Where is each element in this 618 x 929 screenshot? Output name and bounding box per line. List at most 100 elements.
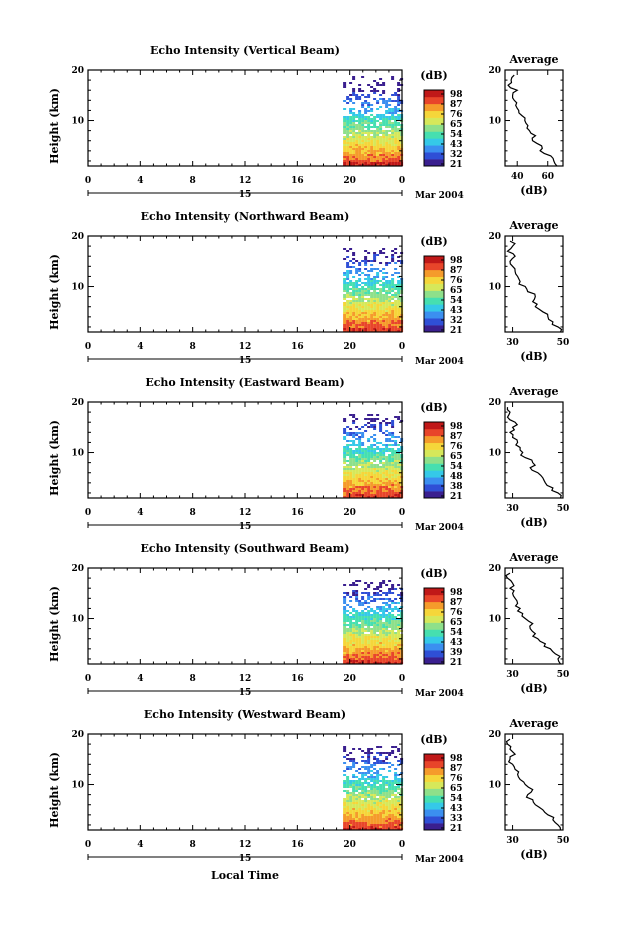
heatmap-cell <box>358 470 362 472</box>
heatmap-cell <box>382 130 386 132</box>
heatmap-cell <box>364 602 368 604</box>
heatmap-cell <box>397 276 401 278</box>
heatmap-cell <box>382 660 386 662</box>
heatmap-cell <box>397 138 401 140</box>
heatmap-cell <box>367 414 371 416</box>
heatmap-cell <box>364 804 368 806</box>
heatmap-cell <box>349 600 353 602</box>
heatmap-cell <box>364 430 368 432</box>
heatmap-cell <box>361 150 365 152</box>
heatmap-cell <box>358 448 362 450</box>
heatmap-cell <box>388 328 392 330</box>
heatmap-cell <box>382 638 386 640</box>
heatmap-cell <box>391 466 395 468</box>
heatmap-cell <box>397 118 401 120</box>
heatmap-cell <box>379 428 383 430</box>
heatmap-cell <box>352 158 356 160</box>
heatmap-cell <box>382 788 386 790</box>
heatmap-cell <box>391 330 395 332</box>
heatmap-cell <box>394 478 398 480</box>
heatmap-cell <box>370 610 374 612</box>
heatmap-cell <box>370 152 374 154</box>
heatmap-cell <box>379 768 383 770</box>
heatmap-cell <box>388 636 392 638</box>
heatmap-cell <box>346 148 350 150</box>
heatmap-cell <box>367 654 371 656</box>
colorbar-tick-label: 43 <box>450 804 463 814</box>
colorbar-swatch <box>424 774 444 782</box>
heatmap-cell <box>367 162 371 164</box>
heatmap-cell <box>346 290 350 292</box>
heatmap-cell <box>349 428 353 430</box>
x-tick-label: 4 <box>137 508 143 518</box>
heatmap-cell <box>349 622 353 624</box>
heatmap-cell <box>376 156 380 158</box>
date-label: Mar 2004 <box>415 357 464 367</box>
heatmap-cell <box>364 312 368 314</box>
heatmap-cell <box>373 126 377 128</box>
heatmap-cell <box>388 450 392 452</box>
heatmap-cell <box>394 320 398 322</box>
heatmap-cell <box>367 646 371 648</box>
heatmap-cell <box>364 142 368 144</box>
heatmap-cell <box>379 658 383 660</box>
heatmap-cell <box>367 298 371 300</box>
heatmap-cell <box>361 296 365 298</box>
heatmap-cell <box>379 140 383 142</box>
day-label: 15 <box>239 522 252 532</box>
heatmap-cell <box>349 414 353 416</box>
heatmap-cell <box>379 606 383 608</box>
heatmap-cell <box>397 256 401 258</box>
heatmap-cell <box>349 624 353 626</box>
heatmap-cell <box>349 260 353 262</box>
heatmap-cell <box>394 470 398 472</box>
heatmap-cell <box>370 132 374 134</box>
heatmap-cell <box>397 300 401 302</box>
heatmap-cell <box>349 822 353 824</box>
heatmap-cell <box>385 422 389 424</box>
heatmap-cell <box>352 130 356 132</box>
heatmap-cell <box>385 646 389 648</box>
heatmap-cell <box>358 302 362 304</box>
heatmap-cell <box>352 314 356 316</box>
heatmap-cell <box>388 152 392 154</box>
heatmap-cell <box>379 644 383 646</box>
heatmap-cell <box>358 288 362 290</box>
heatmap-cell <box>391 592 395 594</box>
heatmap-cell <box>367 748 371 750</box>
heatmap-cell <box>346 270 350 272</box>
heatmap-cell <box>358 118 362 120</box>
heatmap-cell <box>367 626 371 628</box>
heatmap-cell <box>361 456 365 458</box>
heatmap-cell <box>388 824 392 826</box>
heatmap-cell <box>352 320 356 322</box>
average-frame <box>504 401 564 499</box>
heatmap-cell <box>349 784 353 786</box>
heatmap-cell <box>376 592 380 594</box>
heatmap-cell <box>373 450 377 452</box>
heatmap-cell <box>391 278 395 280</box>
heatmap-cell <box>391 424 395 426</box>
heatmap-cell <box>346 808 350 810</box>
heatmap-cell <box>379 160 383 162</box>
heatmap-cell <box>394 782 398 784</box>
heatmap-cell <box>382 622 386 624</box>
heatmap-cell <box>394 780 398 782</box>
heatmap-cell <box>352 162 356 164</box>
colorbar-swatch <box>424 304 444 312</box>
heatmap-cell <box>355 282 359 284</box>
heatmap-cell <box>364 820 368 822</box>
heatmap-cell <box>370 298 374 300</box>
heatmap-cell <box>358 772 362 774</box>
heatmap-cell <box>364 612 368 614</box>
heatmap-cell <box>397 160 401 162</box>
heatmap-cell <box>391 654 395 656</box>
heatmap-cell <box>370 444 374 446</box>
heatmap-cell <box>379 118 383 120</box>
heatmap-cell <box>391 788 395 790</box>
heatmap-cell <box>370 806 374 808</box>
heatmap-cell <box>346 806 350 808</box>
heatmap-cell <box>391 320 395 322</box>
heatmap-cell <box>361 448 365 450</box>
heatmap-cell <box>391 600 395 602</box>
